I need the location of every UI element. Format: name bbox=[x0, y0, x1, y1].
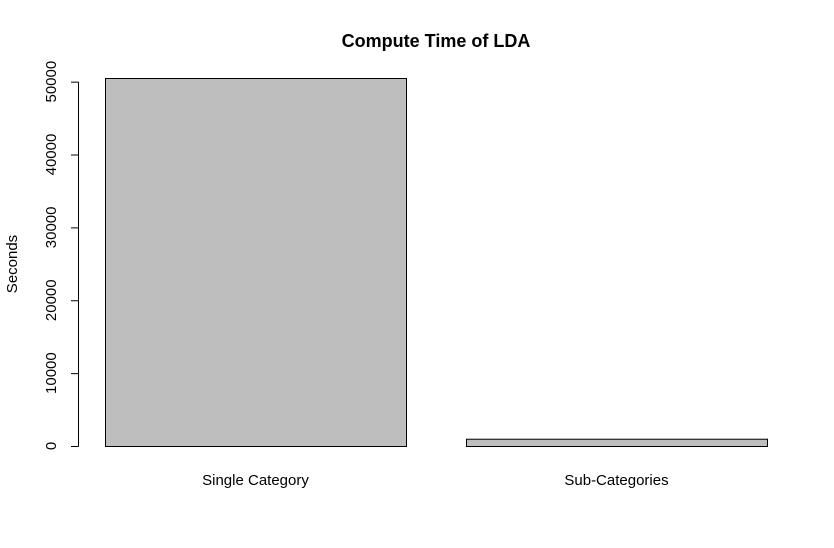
y-axis-label: Seconds bbox=[4, 235, 21, 293]
y-tick-label-2: 20000 bbox=[43, 279, 60, 321]
bar-1 bbox=[466, 438, 768, 447]
x-category-label-1: Sub-Categories bbox=[564, 472, 668, 489]
bar-0 bbox=[105, 78, 407, 447]
x-axis-labels: Single Category Sub-Categories bbox=[202, 472, 668, 489]
y-tick-label-5: 50000 bbox=[43, 61, 60, 103]
x-category-label-0: Single Category bbox=[202, 472, 309, 489]
y-tick-label-1: 10000 bbox=[43, 352, 60, 394]
y-tick-label-0: 0 bbox=[43, 442, 60, 450]
chart-title: Compute Time of LDA bbox=[342, 31, 531, 51]
y-axis: 0 10000 20000 30000 40000 50000 bbox=[43, 61, 79, 450]
y-tick-label-4: 40000 bbox=[43, 134, 60, 176]
y-tick-label-3: 30000 bbox=[43, 207, 60, 249]
bars-group bbox=[105, 78, 768, 447]
